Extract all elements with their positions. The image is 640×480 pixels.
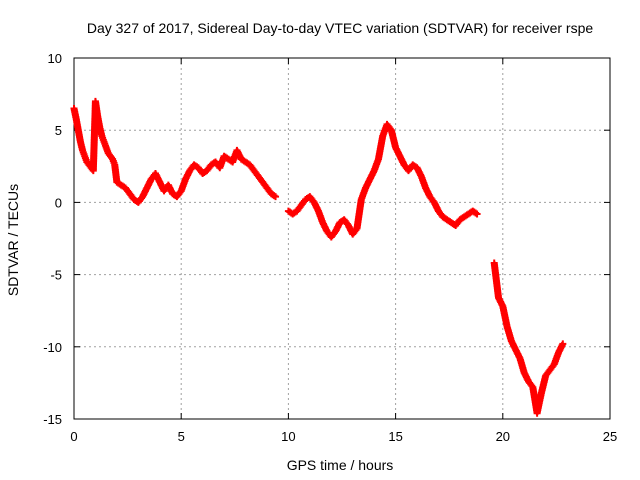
x-tick-label: 10 (281, 429, 295, 444)
y-axis-ticks: -15 -10 -5 0 5 10 (43, 51, 610, 427)
y-tick-label: 0 (55, 195, 62, 210)
y-tick-label: -15 (43, 412, 62, 427)
x-tick-label: 5 (178, 429, 185, 444)
x-tick-label: 0 (70, 429, 77, 444)
x-tick-label: 25 (603, 429, 617, 444)
x-tick-label: 20 (496, 429, 510, 444)
data-point (473, 210, 481, 218)
data-point (272, 193, 280, 201)
y-tick-label: 10 (48, 51, 62, 66)
x-axis-ticks: 0 5 10 15 20 25 (70, 58, 617, 444)
y-tick-label: -5 (50, 268, 62, 283)
chart-title: Day 327 of 2017, Sidereal Day-to-day VTE… (87, 20, 593, 36)
data-series-sdtvar (70, 97, 567, 417)
grid-lines (74, 58, 610, 419)
y-tick-label: -10 (43, 340, 62, 355)
x-tick-label: 15 (388, 429, 402, 444)
y-tick-label: 5 (55, 123, 62, 138)
y-axis-label: SDTVAR / TECUs (5, 184, 21, 296)
data-point (559, 340, 567, 348)
x-axis-label: GPS time / hours (287, 457, 394, 473)
plot-frame (73, 57, 611, 420)
